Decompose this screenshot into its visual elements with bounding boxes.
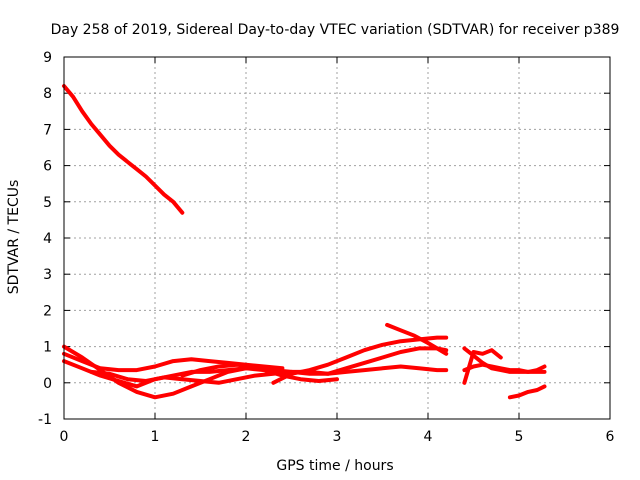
series-line-arc-12	[507, 384, 547, 400]
series-line-arc-5	[89, 364, 449, 385]
series-line-arc-6	[180, 346, 449, 378]
series-line-arc-1	[62, 84, 185, 215]
x-tick-label: 3	[333, 429, 342, 445]
plot-frame	[63, 56, 611, 420]
x-tick-label: 5	[515, 429, 524, 445]
axis-ticks: 0 1 2 3 4 5 6 -1 0 1 2 3 4 5 6 7 8 9	[38, 50, 615, 445]
y-tick-label: 3	[43, 267, 52, 283]
series-line-arc-8	[385, 322, 449, 356]
x-tick-label: 0	[60, 429, 69, 445]
chart-title: Day 258 of 2019, Sidereal Day-to-day VTE…	[51, 22, 620, 38]
y-tick-label: 7	[43, 122, 52, 138]
y-tick-label: 5	[43, 195, 52, 211]
y-tick-label: -1	[38, 412, 52, 428]
series-line-arc-11	[462, 348, 503, 385]
x-tick-label: 1	[151, 429, 160, 445]
y-tick-label: 1	[43, 340, 52, 356]
series-line-arc-10	[462, 362, 547, 374]
data-series	[62, 84, 547, 400]
y-tick-label: 6	[43, 159, 52, 175]
y-tick-label: 2	[43, 303, 52, 319]
y-tick-label: 9	[43, 50, 52, 66]
x-tick-label: 2	[242, 429, 251, 445]
y-tick-label: 4	[43, 231, 52, 247]
series-line-arc-7	[271, 335, 449, 385]
x-tick-label: 4	[424, 429, 433, 445]
y-tick-label: 8	[43, 86, 52, 102]
x-axis-label: GPS time / hours	[276, 458, 393, 474]
x-tick-label: 6	[606, 429, 615, 445]
y-tick-label: 0	[43, 376, 52, 392]
grid	[64, 57, 610, 419]
y-axis-label: SDTVAR / TECUs	[6, 180, 22, 295]
